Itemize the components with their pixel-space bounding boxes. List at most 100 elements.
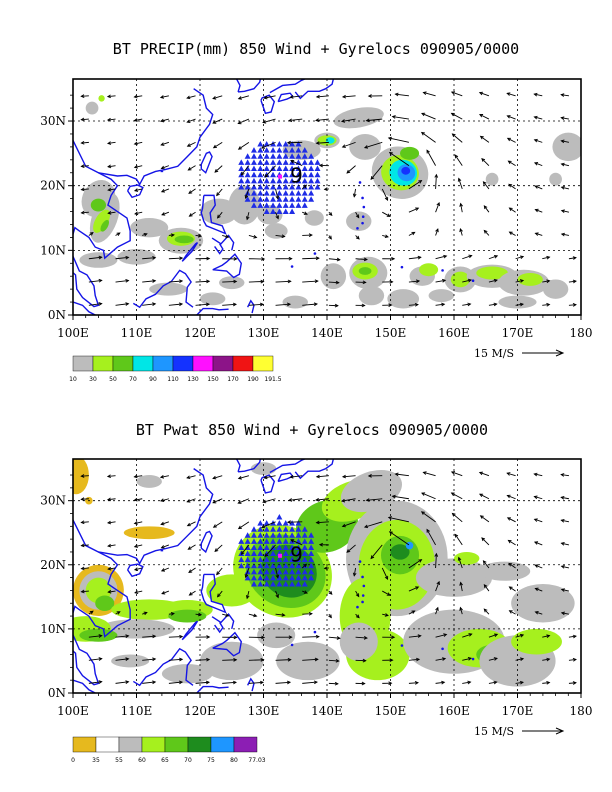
gyre-marker — [276, 538, 283, 544]
wind-arrow — [342, 521, 356, 527]
wind-arrowhead — [389, 280, 394, 284]
wind-arrowhead — [363, 257, 368, 262]
wind-arrow — [88, 681, 102, 684]
wind-arrow — [509, 231, 516, 236]
gyre-marker — [257, 153, 264, 159]
legend-swatch — [233, 736, 258, 753]
wind-arrowhead — [161, 212, 166, 216]
wind-arrowhead — [442, 278, 447, 283]
wind-arrow — [134, 475, 143, 478]
wind-arrowhead — [237, 525, 242, 530]
wind-arrow — [542, 658, 550, 661]
wind-arrowhead — [341, 474, 347, 479]
wind-arrow — [561, 565, 570, 569]
coastline — [211, 613, 235, 630]
gyre-marker — [250, 544, 257, 550]
wind-arrowhead — [572, 256, 577, 260]
wind-arrow — [168, 658, 183, 661]
wind-arrowhead — [572, 681, 577, 685]
wind-arrowhead — [143, 232, 148, 237]
gyre-marker — [282, 538, 289, 544]
wind-arrow — [535, 209, 543, 213]
wind-arrowhead — [107, 187, 112, 192]
wind-arrow — [452, 513, 463, 523]
wind-arrow — [382, 211, 391, 217]
wind-arrow — [275, 280, 291, 283]
wind-arrowhead — [80, 543, 85, 548]
wind-arrow — [81, 165, 89, 167]
wind-arrowhead — [434, 552, 439, 557]
coastline — [73, 140, 131, 260]
wind-arrowhead — [286, 680, 292, 685]
shaded-region — [401, 166, 411, 175]
gyre-marker — [295, 177, 302, 184]
gyre-marker — [308, 574, 315, 581]
coastline — [246, 299, 255, 314]
gyre-center-marker — [278, 174, 283, 179]
wind-arrowhead — [240, 550, 245, 555]
wind-arrow — [426, 150, 436, 166]
gyre-marker — [238, 159, 245, 165]
wind-arrow — [353, 188, 357, 197]
wind-arrowhead — [336, 257, 341, 262]
wind-arrowhead — [216, 593, 221, 598]
wind-scale-arrowhead — [555, 727, 565, 735]
wind-arrowhead — [315, 497, 320, 502]
wind-arrow — [275, 188, 279, 199]
gyre-marker — [308, 190, 315, 196]
gyre-marker — [301, 526, 308, 532]
gyre-marker — [263, 208, 270, 215]
gyre-marker — [295, 581, 302, 587]
wind-arrowhead — [387, 516, 392, 520]
shaded-region — [400, 146, 420, 160]
y-tick-label: 30N — [40, 114, 66, 128]
wind-arrowhead — [421, 492, 426, 496]
wind-arrow — [134, 590, 143, 594]
legend-label: 60 — [138, 757, 146, 764]
wind-arrow — [483, 608, 490, 615]
gyre-marker — [270, 562, 277, 569]
gyre-marker — [270, 190, 277, 196]
wind-arrowhead — [560, 541, 565, 546]
gyre-marker — [257, 526, 264, 532]
wind-vectors — [80, 91, 577, 308]
legend-label: 0 — [71, 757, 75, 764]
wind-arrowhead — [188, 592, 193, 596]
legend-label: 77.03 — [248, 757, 265, 764]
gyre-marker — [295, 171, 302, 178]
wind-arrow — [568, 635, 577, 638]
gyre-marker — [263, 520, 270, 526]
wind-arrow — [421, 132, 436, 143]
wind-arrowhead — [216, 214, 221, 219]
wind-arrow — [275, 681, 291, 684]
wind-arrow — [264, 165, 276, 178]
wind-arrowhead — [275, 215, 279, 220]
wind-arrowhead — [232, 680, 237, 685]
wind-arrowhead — [519, 255, 525, 260]
wind-arrow — [451, 112, 463, 120]
wind-arrow — [161, 521, 170, 525]
wind-arrowhead — [388, 151, 393, 156]
wind-arrowhead — [260, 524, 266, 529]
wind-arrowhead — [263, 95, 268, 100]
coastline — [211, 234, 235, 251]
wind-arrowhead — [264, 173, 269, 178]
wind-arrow — [107, 475, 116, 477]
wind-arrowhead — [179, 256, 184, 261]
wind-arrowhead — [450, 492, 455, 496]
wind-arrowhead — [80, 117, 85, 122]
wind-arrow — [168, 303, 183, 306]
wind-arrow — [483, 230, 490, 236]
wind-arrow — [107, 165, 116, 168]
gyre-marker — [301, 532, 308, 538]
wind-arrowhead — [160, 189, 166, 193]
gyre-marker — [257, 177, 264, 184]
wind-arrowhead — [478, 471, 484, 476]
wind-arrow — [421, 492, 436, 500]
island — [313, 630, 317, 634]
gyre-marker — [250, 562, 257, 569]
gyre-center-marker — [278, 553, 283, 558]
wind-arrow — [568, 659, 577, 661]
wind-arrow — [88, 635, 102, 638]
wind-arrowhead — [170, 233, 175, 238]
